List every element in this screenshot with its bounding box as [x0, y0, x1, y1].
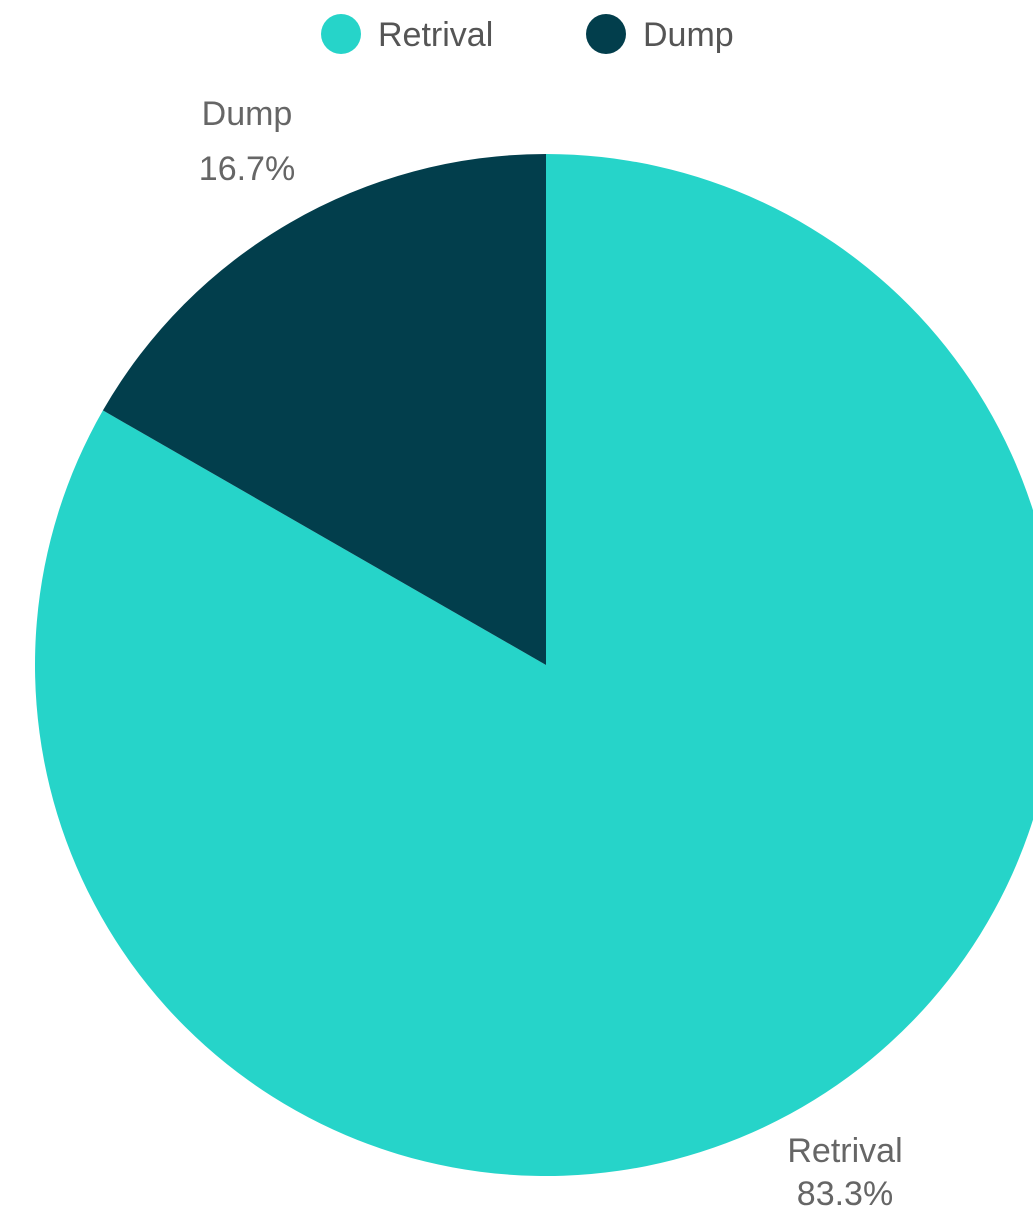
slice-percent-retrival: 83.3% — [797, 1175, 893, 1213]
legend-label-retrival: Retrival — [378, 16, 493, 54]
legend-marker-dump — [586, 14, 626, 54]
slice-labels: Retrival 83.3% Dump 16.7% — [199, 95, 903, 1213]
slice-percent-dump: 16.7% — [199, 150, 295, 188]
legend-label-dump: Dump — [643, 16, 734, 54]
legend-item-retrival[interactable]: Retrival — [321, 14, 493, 54]
pie-slice-dump[interactable] — [102, 154, 546, 665]
chart-legend: Retrival Dump — [321, 14, 734, 54]
pie-slice-retrival[interactable] — [35, 154, 1033, 1176]
pie-slices — [35, 154, 1033, 1176]
slice-label-retrival: Retrival — [787, 1132, 902, 1170]
legend-item-dump[interactable]: Dump — [586, 14, 734, 54]
slice-label-dump: Dump — [202, 95, 293, 133]
legend-marker-retrival — [321, 14, 361, 54]
